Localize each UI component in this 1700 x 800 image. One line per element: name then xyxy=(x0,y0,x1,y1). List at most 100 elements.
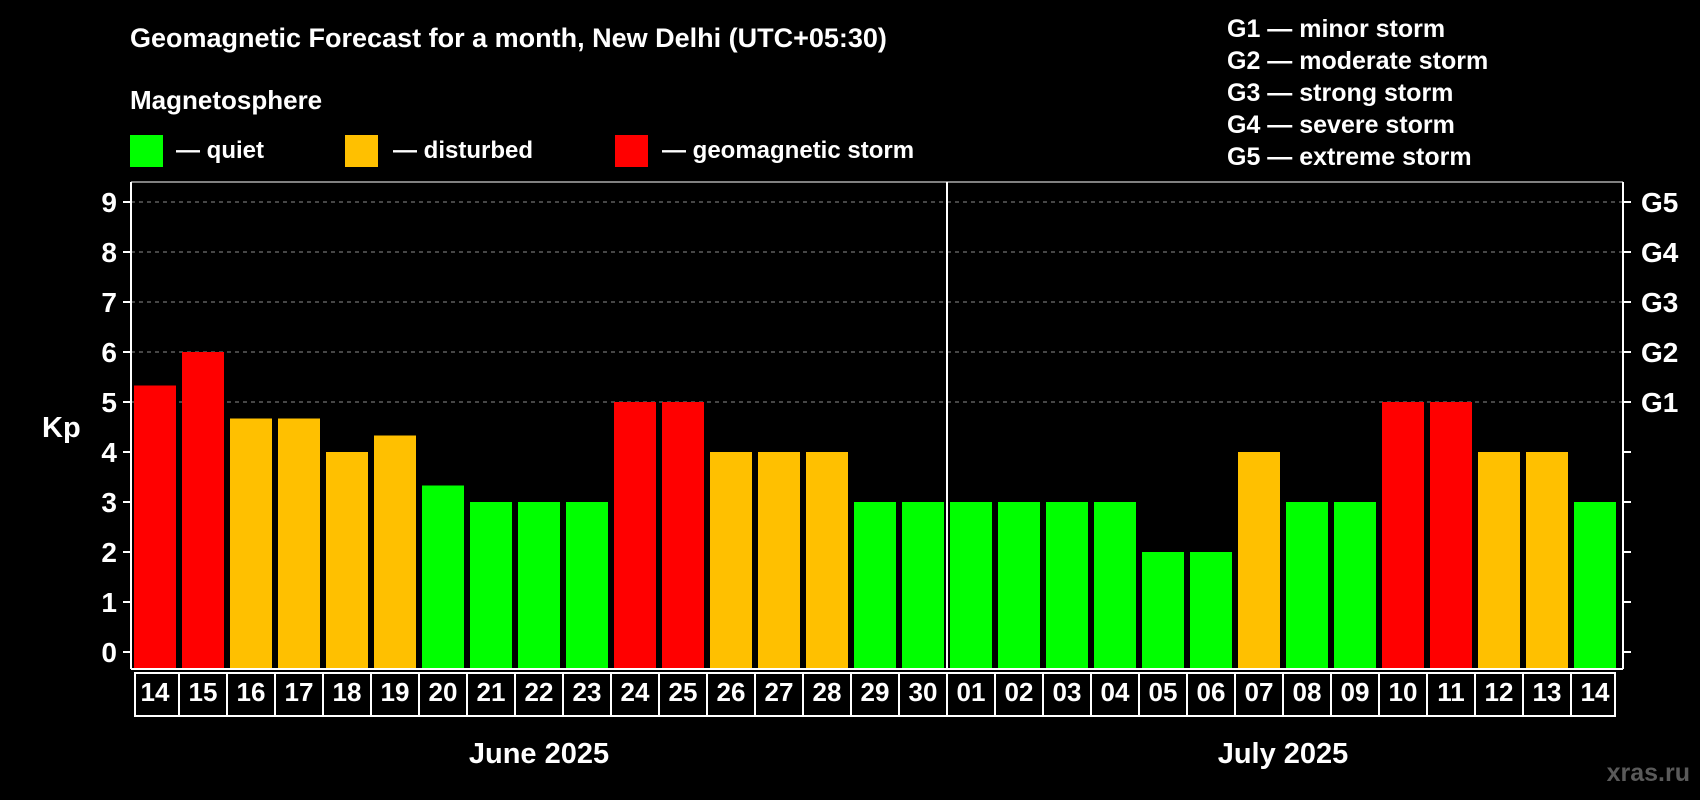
bar xyxy=(182,352,224,668)
bar xyxy=(278,418,320,668)
storm-scale-g3: G3 — strong storm xyxy=(1227,79,1453,107)
x-tick-label: 08 xyxy=(1293,677,1322,707)
y-tick-label: 0 xyxy=(101,637,117,668)
legend-label-storm: — geomagnetic storm xyxy=(662,137,914,164)
x-tick-label: 01 xyxy=(957,677,986,707)
x-tick-label: 07 xyxy=(1245,677,1274,707)
date-labels: 14 15 16 17 18 19 20 21 22 23 24 25 26 27 28 29 30 01 02 03… xyxy=(134,672,1616,770)
bar xyxy=(518,502,560,668)
storm-level-label: G5 xyxy=(1641,187,1678,218)
x-tick-label: 06 xyxy=(1197,677,1226,707)
storm-level-label: G1 xyxy=(1641,387,1678,418)
x-tick-label: 03 xyxy=(1053,677,1082,707)
bar xyxy=(1238,452,1280,668)
y-tick-label: 7 xyxy=(101,287,117,318)
month-label: July 2025 xyxy=(1218,738,1349,770)
x-tick-label: 17 xyxy=(285,677,314,707)
watermark: xras.ru xyxy=(1607,759,1690,787)
legend: — quiet — disturbed — geomagnetic storm xyxy=(130,135,914,167)
bar xyxy=(1286,502,1328,668)
x-tick-label: 14 xyxy=(1581,677,1610,707)
bar xyxy=(422,485,464,668)
bar xyxy=(470,502,512,668)
bar xyxy=(1382,402,1424,668)
x-tick-label: 24 xyxy=(621,677,650,707)
storm-level-label: G2 xyxy=(1641,337,1678,368)
x-tick-label: 16 xyxy=(237,677,266,707)
bar xyxy=(758,452,800,668)
bar xyxy=(806,452,848,668)
bar xyxy=(326,452,368,668)
y-tick-label: 3 xyxy=(101,487,117,518)
gridlines xyxy=(131,201,1623,403)
bar xyxy=(854,502,896,668)
x-tick-label: 04 xyxy=(1101,677,1130,707)
x-tick-label: 29 xyxy=(861,677,890,707)
storm-scale-g5: G5 — extreme storm xyxy=(1227,143,1472,171)
chart-title: Geomagnetic Forecast for a month, New De… xyxy=(130,23,887,53)
bar xyxy=(1142,552,1184,668)
x-tick-label: 14 xyxy=(141,677,170,707)
y-tick-label: 5 xyxy=(101,387,117,418)
bar xyxy=(374,435,416,668)
y-tick-label: 1 xyxy=(101,587,117,618)
storm-scale-g1: G1 — minor storm xyxy=(1227,15,1445,43)
legend-swatch-disturbed xyxy=(345,135,378,167)
x-tick-label: 21 xyxy=(477,677,506,707)
y-axis-label: Kp xyxy=(42,412,81,444)
bar xyxy=(1430,402,1472,668)
bar xyxy=(1190,552,1232,668)
bar xyxy=(1094,502,1136,668)
legend-swatch-quiet xyxy=(130,135,163,167)
bar xyxy=(230,418,272,668)
x-tick-label: 19 xyxy=(381,677,410,707)
legend-label-quiet: — quiet xyxy=(176,137,264,164)
x-tick-label: 23 xyxy=(573,677,602,707)
storm-scale-legend: G1 — minor storm G2 — moderate storm G3 … xyxy=(1227,15,1488,171)
bar xyxy=(902,502,944,668)
bar xyxy=(1046,502,1088,668)
x-tick-label: 05 xyxy=(1149,677,1178,707)
bar xyxy=(1478,452,1520,668)
storm-level-label: G4 xyxy=(1641,237,1679,268)
bar xyxy=(566,502,608,668)
x-tick-label: 10 xyxy=(1389,677,1418,707)
x-tick-label: 13 xyxy=(1533,677,1562,707)
bar xyxy=(134,385,176,668)
bar xyxy=(998,502,1040,668)
y-tick-label: 8 xyxy=(101,237,117,268)
chart-subtitle: Magnetosphere xyxy=(130,85,322,115)
storm-level-label: G3 xyxy=(1641,287,1678,318)
x-tick-label: 09 xyxy=(1341,677,1370,707)
x-tick-label: 15 xyxy=(189,677,218,707)
x-tick-label: 20 xyxy=(429,677,458,707)
x-tick-label: 11 xyxy=(1437,677,1465,707)
date-box-frame xyxy=(134,672,1616,717)
bar xyxy=(662,402,704,668)
x-tick-label: 02 xyxy=(1005,677,1034,707)
axes: 0 1 2 3 4 5 6 7 8 9 G1 G2 G3 G4 G5 xyxy=(101,181,1679,670)
storm-scale-g4: G4 — severe storm xyxy=(1227,111,1455,139)
legend-label-disturbed: — disturbed xyxy=(393,137,533,164)
x-tick-label: 28 xyxy=(813,677,842,707)
bar xyxy=(1574,502,1616,668)
x-tick-label: 12 xyxy=(1485,677,1514,707)
storm-scale-g2: G2 — moderate storm xyxy=(1227,47,1488,75)
bar xyxy=(710,452,752,668)
x-tick-label: 22 xyxy=(525,677,554,707)
x-tick-label: 27 xyxy=(765,677,794,707)
x-tick-label: 18 xyxy=(333,677,362,707)
bar xyxy=(1526,452,1568,668)
x-tick-label: 26 xyxy=(717,677,746,707)
bar xyxy=(614,402,656,668)
bar xyxy=(950,502,992,668)
y-tick-label: 4 xyxy=(101,437,117,468)
y-tick-label: 6 xyxy=(101,337,117,368)
legend-swatch-storm xyxy=(615,135,648,167)
month-label: June 2025 xyxy=(469,738,609,770)
y-tick-label: 2 xyxy=(101,537,117,568)
x-tick-label: 25 xyxy=(669,677,698,707)
y-tick-label: 9 xyxy=(101,187,117,218)
bar xyxy=(1334,502,1376,668)
